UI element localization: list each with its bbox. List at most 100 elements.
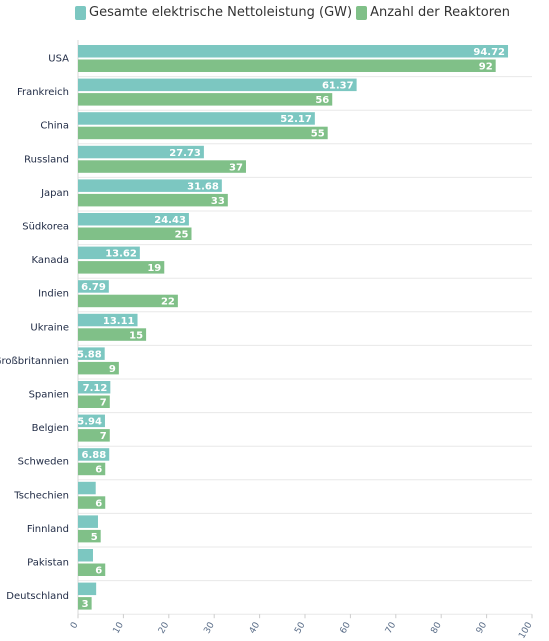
x-tick-label: 20	[157, 620, 172, 635]
x-tick-label: 60	[339, 620, 354, 635]
data-label: 7	[100, 431, 107, 442]
data-label: 6	[95, 566, 102, 577]
bar	[78, 414, 105, 428]
bar	[78, 462, 106, 476]
data-label: 7	[100, 398, 107, 409]
legend-item-capacity[interactable]: Gesamte elektrische Nettoleistung (GW)	[75, 5, 352, 20]
data-label: 22	[161, 297, 175, 308]
x-tick-label: 70	[384, 620, 399, 635]
category-label: Schweden	[18, 457, 69, 468]
legend: Gesamte elektrische Nettoleistung (GW) A…	[75, 5, 510, 20]
category-label: China	[40, 121, 69, 132]
category-label: Pakistan	[27, 558, 69, 569]
category-label: Russland	[24, 154, 69, 165]
bar	[78, 246, 140, 260]
bar	[78, 145, 204, 159]
data-label: 56	[315, 95, 329, 106]
bar	[78, 213, 189, 226]
data-label: 13.11	[103, 316, 135, 327]
bar	[78, 395, 110, 408]
data-label: 37	[229, 162, 243, 173]
bar	[78, 59, 496, 72]
category-label: Kanada	[32, 255, 69, 266]
data-label: 15	[129, 330, 143, 341]
legend-swatch-reactors	[356, 5, 368, 20]
legend-item-reactors[interactable]: Anzahl der Reaktoren	[356, 5, 510, 20]
legend-label-reactors: Anzahl der Reaktoren	[370, 5, 511, 20]
data-label: 33	[211, 196, 225, 207]
bar	[78, 381, 111, 394]
bar	[78, 529, 101, 543]
data-label: 5.88	[77, 349, 102, 360]
x-tick-label: 80	[429, 620, 444, 635]
category-label: Spanien	[29, 390, 69, 401]
bar	[78, 313, 138, 327]
data-label: 31.68	[187, 181, 219, 192]
category-label: Japan	[40, 188, 69, 199]
bar	[78, 261, 165, 274]
bar	[78, 347, 105, 360]
bar	[78, 361, 119, 375]
bar	[78, 160, 246, 173]
bar	[78, 280, 109, 293]
data-label: 61.37	[322, 81, 354, 92]
data-label: 6	[95, 465, 102, 476]
category-label: Tschechien	[13, 490, 69, 501]
category-label: Frankreich	[17, 87, 69, 98]
category-label: Großbritannien	[0, 356, 69, 367]
data-label: 6	[95, 498, 102, 509]
legend-swatch-capacity	[75, 5, 86, 20]
x-tick-label: 100	[517, 620, 534, 640]
bar	[78, 582, 97, 596]
bar	[78, 126, 328, 140]
data-label: 24.43	[154, 215, 186, 226]
data-label: 94.72	[473, 47, 505, 58]
data-label: 27.73	[169, 148, 201, 159]
bar	[78, 294, 178, 308]
data-label: 3	[82, 599, 89, 610]
category-label: Finnland	[27, 524, 69, 535]
bar	[78, 112, 315, 125]
category-label: Deutschland	[6, 591, 69, 602]
data-label: 13.62	[105, 249, 137, 260]
bar	[78, 45, 509, 58]
bar	[78, 597, 92, 610]
bar	[78, 179, 222, 192]
legend-label-capacity: Gesamte elektrische Nettoleistung (GW)	[89, 5, 353, 20]
x-tick-label: 40	[248, 620, 263, 635]
bar	[78, 429, 110, 442]
bar	[78, 563, 106, 576]
data-label: 55	[311, 129, 325, 140]
data-label: 52.17	[280, 114, 312, 125]
data-label: 7.12	[83, 383, 108, 394]
x-tick-label: 50	[293, 620, 308, 635]
data-label: 92	[479, 62, 493, 73]
bar	[78, 227, 192, 240]
category-label: Ukraine	[30, 322, 69, 333]
x-tick-label: 10	[112, 620, 127, 635]
data-label: 6.88	[82, 450, 107, 461]
bar	[78, 93, 333, 106]
category-label: Südkorea	[22, 222, 69, 233]
bar	[78, 549, 93, 562]
x-tick-label: 30	[202, 620, 217, 635]
data-label: 19	[147, 263, 161, 274]
bar	[78, 496, 106, 509]
bar	[78, 481, 96, 495]
x-tick-label: 0	[69, 620, 81, 630]
bar	[78, 448, 110, 461]
data-label: 5.94	[77, 417, 102, 428]
x-tick-label: 90	[475, 620, 490, 635]
data-label: 25	[175, 230, 189, 241]
data-label: 9	[109, 364, 116, 375]
bar	[78, 78, 357, 92]
bar	[78, 515, 98, 528]
bar	[78, 328, 147, 341]
bar	[78, 193, 228, 207]
category-label: Belgien	[32, 423, 69, 434]
data-label: 5	[91, 532, 98, 543]
category-label: USA	[48, 54, 69, 65]
data-label: 6.79	[81, 282, 106, 293]
